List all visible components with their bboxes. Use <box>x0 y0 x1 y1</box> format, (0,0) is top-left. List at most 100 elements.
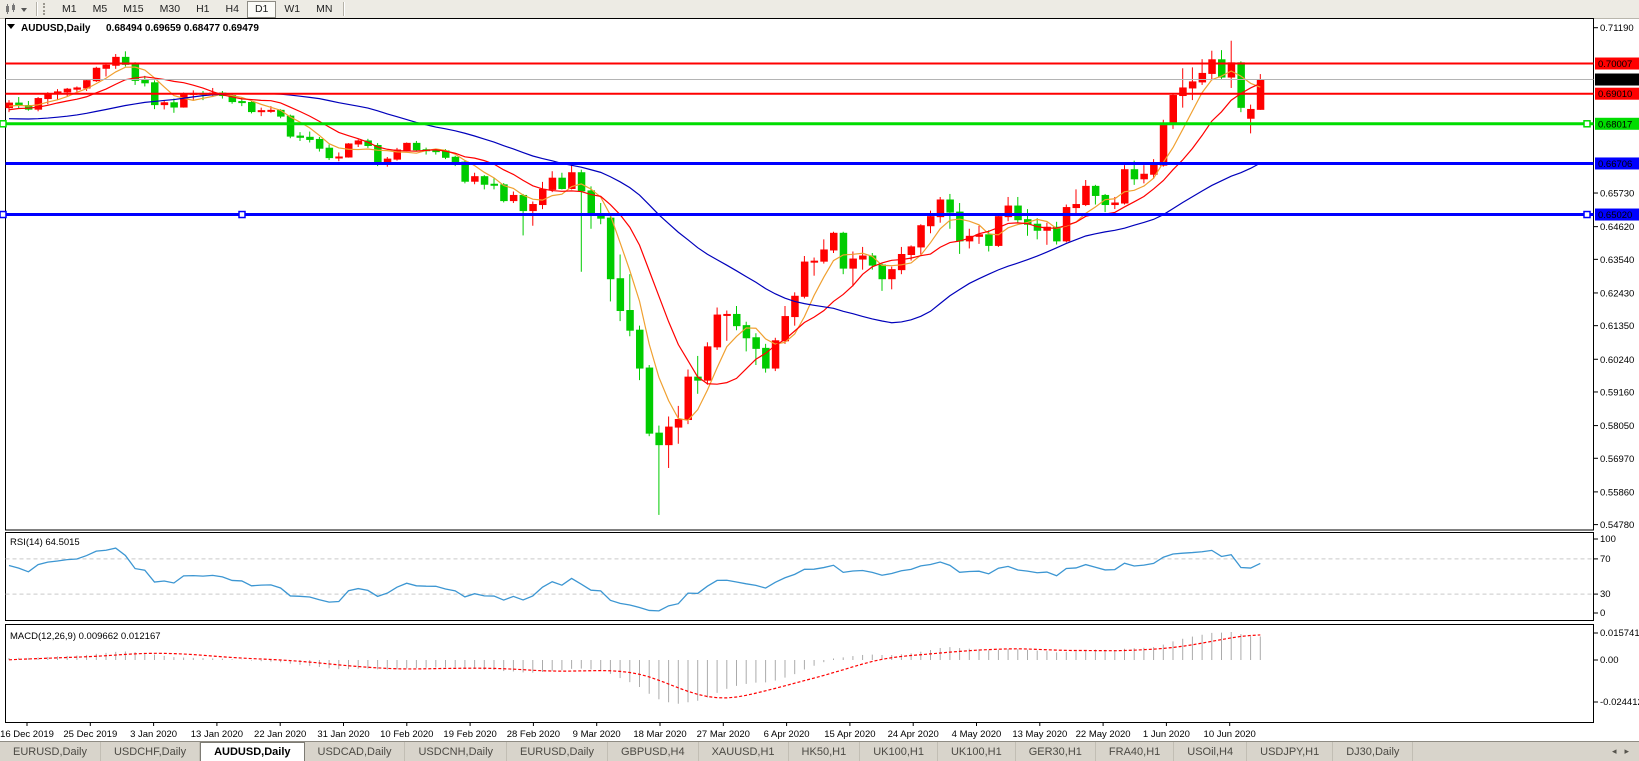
timeframe-button-m30[interactable]: M30 <box>159 2 181 15</box>
horizontal-lines-layer[interactable] <box>0 62 1594 219</box>
price-tick-label: 0.62430 <box>1600 288 1634 299</box>
timeframe-button-h1[interactable]: H1 <box>196 2 210 15</box>
svg-text:0.69010: 0.69010 <box>1598 89 1632 100</box>
price-tick-label: 0.58050 <box>1600 421 1634 432</box>
candle <box>917 224 925 255</box>
chart-ohlc-values: 0.68494 0.69659 0.68477 0.69479 <box>106 23 259 34</box>
candle <box>771 337 780 372</box>
candle <box>781 305 789 344</box>
candle <box>645 365 654 437</box>
date-tick-label: 31 Jan 2020 <box>317 729 369 740</box>
candle <box>1072 189 1080 214</box>
tabbar-spacer <box>1413 742 1602 761</box>
date-tick-label: 18 Mar 2020 <box>633 729 686 740</box>
pane-borders <box>5 18 1594 723</box>
candle <box>752 333 760 366</box>
candle <box>1140 165 1148 184</box>
chart-tab-usdjpy-h1[interactable]: USDJPY,H1 <box>1247 742 1334 761</box>
price-axis-label: 0.65020 <box>1595 208 1639 221</box>
chart-tab-dj30-daily[interactable]: DJ30,Daily <box>1333 742 1414 761</box>
date-tick-label: 25 Dec 2019 <box>63 729 117 740</box>
candle <box>878 263 886 291</box>
tab-scroll-left-button[interactable]: ◂ <box>1611 746 1617 756</box>
timeframe-button-m15[interactable]: M15 <box>123 2 144 15</box>
candle <box>616 254 625 322</box>
date-tick-label: 22 Jan 2020 <box>254 729 306 740</box>
candle <box>694 355 702 394</box>
macd-tick-label: -0.024412 <box>1600 697 1639 708</box>
candle <box>335 152 343 162</box>
chart-tab-eurusd-daily[interactable]: EURUSD,Daily <box>0 742 101 761</box>
candle <box>1091 184 1100 205</box>
line-handle[interactable] <box>0 120 7 128</box>
timeframe-button-m1[interactable]: M1 <box>62 2 77 15</box>
candles-layer <box>5 40 1265 515</box>
line-handle[interactable] <box>238 210 246 219</box>
timeframe-button-h4[interactable]: H4 <box>225 2 239 15</box>
timeframe-button-m5[interactable]: M5 <box>92 2 108 15</box>
chart-tab-fra40-h1[interactable]: FRA40,H1 <box>1096 742 1175 761</box>
candle <box>1062 204 1071 243</box>
candle <box>703 342 712 385</box>
price-tick-label: 0.55860 <box>1600 487 1634 498</box>
chart-tab-hk50-h1[interactable]: HK50,H1 <box>789 742 861 761</box>
candle <box>1179 68 1187 108</box>
chart-tab-ger30-h1[interactable]: GER30,H1 <box>1016 742 1096 761</box>
chart-tab-uk100-h1[interactable]: UK100,H1 <box>860 742 938 761</box>
candle <box>1082 180 1090 207</box>
toolbar-separator <box>36 2 38 16</box>
chart-tab-usdchf-daily[interactable]: USDCHF,Daily <box>101 742 201 761</box>
chart-tabs-bar: EURUSD,Daily USDCHF,Daily AUDUSD,Daily USDC… <box>0 741 1639 761</box>
candle <box>558 172 566 190</box>
date-tick-label: 27 Mar 2020 <box>697 729 750 740</box>
timeframe-button-d1[interactable]: D1 <box>246 0 277 18</box>
chart-tab-xauusd-h1[interactable]: XAUUSD,H1 <box>699 742 789 761</box>
candle <box>1247 104 1255 134</box>
price-tick-label: 0.71190 <box>1600 23 1634 34</box>
chart-tab-audusd-daily[interactable]: AUDUSD,Daily <box>200 742 305 761</box>
chart-tab-eurusd-daily[interactable]: EURUSD,Daily <box>507 742 608 761</box>
price-tick-label: 0.64620 <box>1600 222 1634 233</box>
line-handle[interactable] <box>1583 120 1591 128</box>
candle <box>577 169 586 272</box>
tab-scroll-right-button[interactable]: ▸ <box>1624 746 1629 756</box>
chart-tab-usoil-h4[interactable]: USOil,H4 <box>1174 742 1248 761</box>
candle <box>742 321 751 352</box>
chart-tab-usdcnh-daily[interactable]: USDCNH,Daily <box>405 742 508 761</box>
chart-symbol-title: AUDUSD,Daily <box>21 23 91 34</box>
toolbar-separator <box>343 2 346 16</box>
date-tick-label: 6 Apr 2020 <box>764 729 810 740</box>
chart-tab-uk100-h1[interactable]: UK100,H1 <box>938 742 1016 761</box>
candle <box>1208 50 1216 81</box>
SMA-30-blue <box>8 92 1261 324</box>
date-tick-label: 22 May 2020 <box>1076 729 1131 740</box>
line-handle[interactable] <box>1583 210 1591 219</box>
timeframe-button-w1[interactable]: W1 <box>284 2 301 15</box>
price-tick-label: 0.63540 <box>1600 255 1634 266</box>
candle <box>626 274 634 337</box>
timeframe-button-mn[interactable]: MN <box>316 2 333 15</box>
date-tick-label: 4 May 2020 <box>952 729 1002 740</box>
candle <box>315 137 324 152</box>
candle <box>131 62 140 85</box>
date-tick-label: 10 Feb 2020 <box>380 729 433 740</box>
toolbar-drag-grip[interactable] <box>43 3 50 15</box>
candlestick-chart-icon <box>6 3 15 14</box>
candle <box>412 140 421 152</box>
line-handle[interactable] <box>0 210 7 219</box>
chart-tab-gbpusd-h4[interactable]: GBPUSD,H4 <box>608 742 699 761</box>
candle <box>383 156 392 167</box>
chart-type-button[interactable] <box>0 3 33 16</box>
symbol-dropdown-icon[interactable] <box>7 24 15 29</box>
candle <box>1188 67 1197 101</box>
candle <box>509 191 518 204</box>
chart-tab-usdcad-daily[interactable]: USDCAD,Daily <box>305 742 406 761</box>
candle <box>325 144 334 161</box>
svg-text:0.66706: 0.66706 <box>1598 159 1632 170</box>
date-tick-label: 9 Mar 2020 <box>573 729 621 740</box>
price-axis-label: 0.69479 <box>1595 73 1639 86</box>
price-tick-label: 0.54780 <box>1600 520 1634 531</box>
candle <box>141 75 149 87</box>
candle <box>762 343 770 373</box>
candle <box>888 266 896 290</box>
